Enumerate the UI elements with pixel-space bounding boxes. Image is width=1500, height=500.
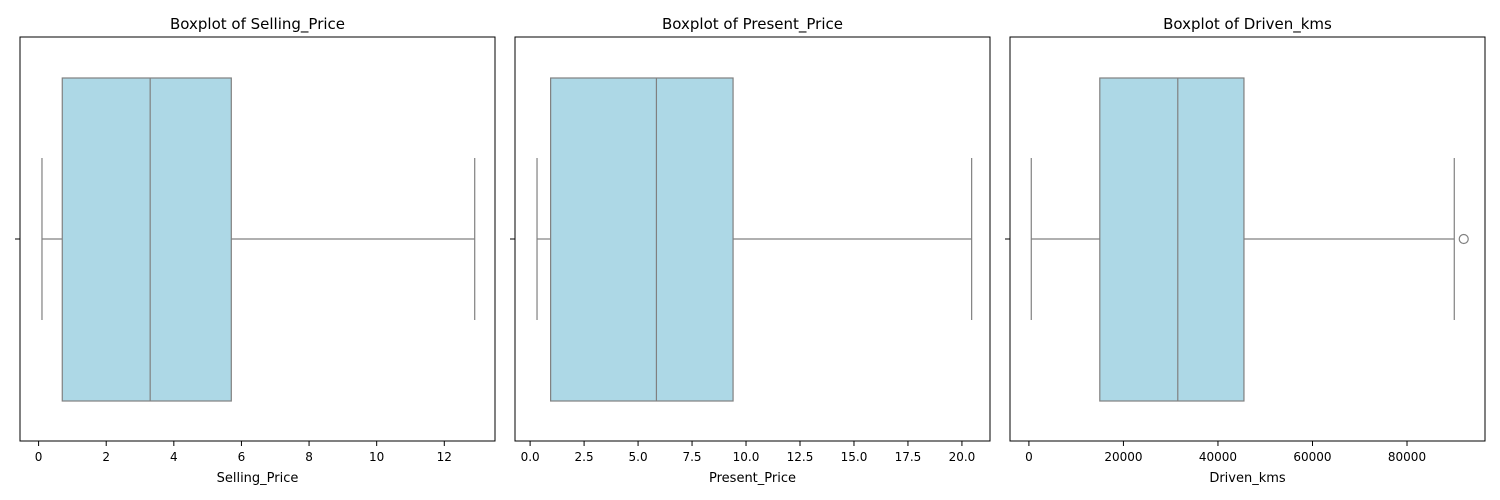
outlier-point — [1458, 233, 1469, 245]
x-tick-label: 0 — [1025, 450, 1033, 464]
iqr-box — [550, 77, 734, 402]
box-group — [536, 77, 973, 402]
x-axis-ticks: 0 2 4 6 8 10 12 — [35, 441, 452, 464]
x-tick-label: 6 — [238, 450, 246, 464]
iqr-box — [1099, 77, 1245, 402]
x-tick-label: 8 — [305, 450, 313, 464]
x-tick-label: 10 — [369, 450, 384, 464]
x-tick-label: 10.0 — [733, 450, 760, 464]
x-axis-label: Driven_kms — [1209, 471, 1286, 486]
x-tick-label: 5.0 — [629, 450, 648, 464]
x-tick-label: 80000 — [1388, 450, 1426, 464]
x-tick-label: 60000 — [1293, 450, 1331, 464]
x-tick-label: 2.5 — [575, 450, 594, 464]
x-axis-ticks: 0 20000 40000 60000 80000 — [1025, 441, 1426, 464]
panel-present-price: Boxplot of Present_Price 0.0 2.5 5.0 7.5 10.… — [510, 15, 991, 486]
panel-selling-price: Boxplot of Selling_Price 0 2 4 6 8 10 12 Selli… — [15, 15, 496, 486]
x-axis-label: Selling_Price — [217, 471, 299, 486]
x-tick-label: 4 — [170, 450, 178, 464]
x-tick-label: 15.0 — [841, 450, 868, 464]
x-tick-label: 40000 — [1199, 450, 1237, 464]
x-tick-label: 12 — [437, 450, 452, 464]
x-tick-label: 20000 — [1104, 450, 1142, 464]
x-tick-label: 2 — [102, 450, 110, 464]
chart-title: Boxplot of Selling_Price — [170, 15, 345, 34]
x-axis-ticks: 0.0 2.5 5.0 7.5 10.0 12.5 15.0 17.5 20.0 — [521, 441, 976, 464]
x-tick-label: 0 — [35, 450, 43, 464]
x-tick-label: 12.5 — [787, 450, 814, 464]
x-tick-label: 0.0 — [521, 450, 540, 464]
box-group — [1030, 77, 1469, 402]
x-tick-label: 17.5 — [895, 450, 922, 464]
x-tick-label: 7.5 — [682, 450, 701, 464]
box-group — [41, 77, 476, 402]
iqr-box — [61, 77, 232, 402]
x-axis-label: Present_Price — [709, 471, 796, 486]
panel-driven-kms: Boxplot of Driven_kms 0 20000 40000 60000 80… — [1005, 15, 1486, 486]
x-tick-label: 20.0 — [949, 450, 976, 464]
chart-title: Boxplot of Driven_kms — [1163, 15, 1332, 34]
chart-title: Boxplot of Present_Price — [662, 15, 843, 34]
